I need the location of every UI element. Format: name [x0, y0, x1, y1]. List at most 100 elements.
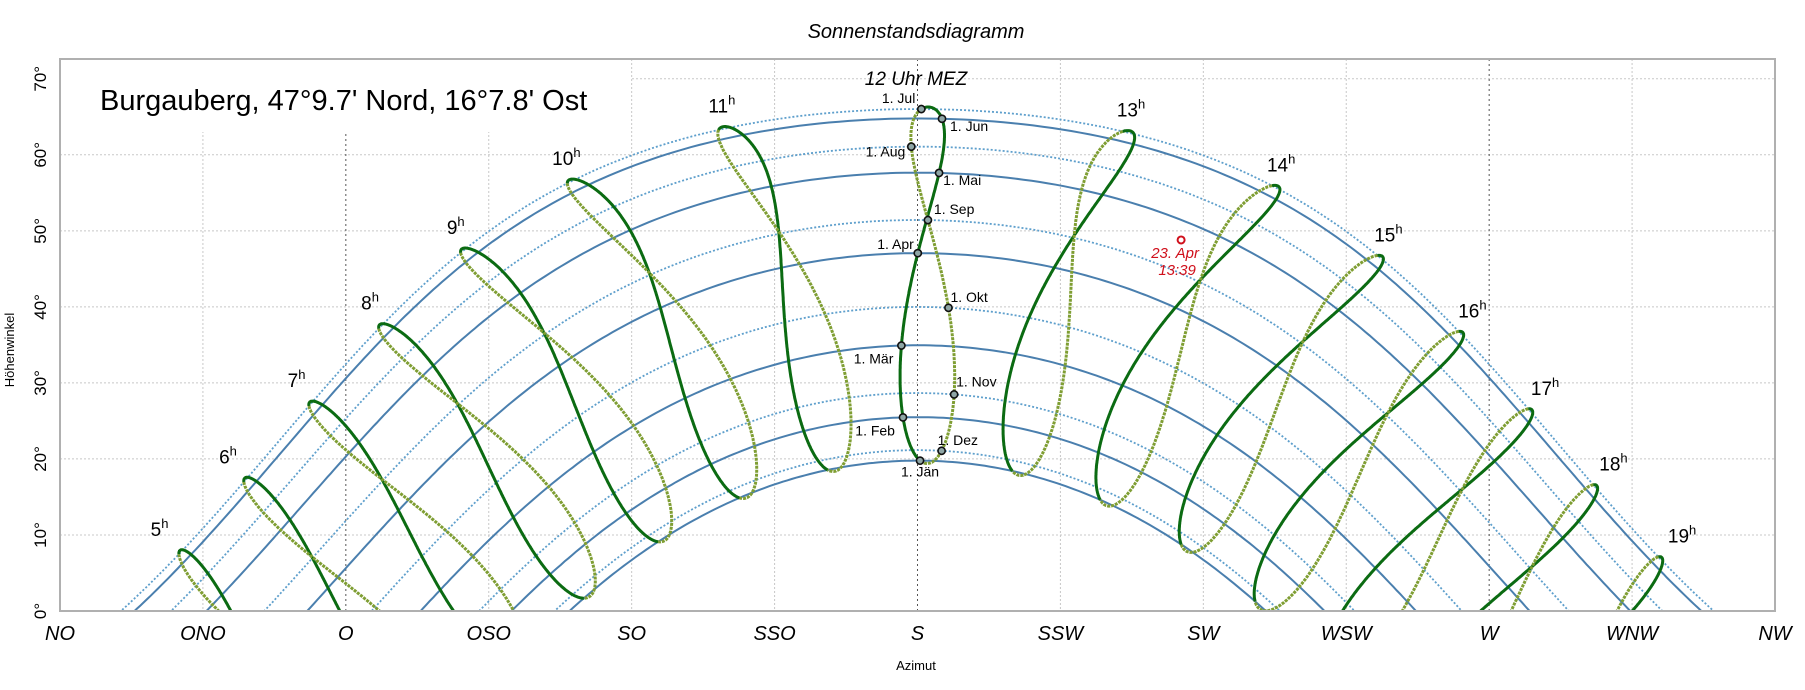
- hour-label: 10h: [552, 145, 580, 170]
- analemma-13h: [1001, 129, 1137, 472]
- noon-label: 12 Uhr MEZ: [865, 69, 969, 90]
- month-point: [897, 341, 906, 350]
- hour-suffix: h: [1552, 375, 1559, 390]
- x-tick-label: WNW: [1606, 623, 1660, 645]
- hour-suffix: h: [1620, 451, 1627, 466]
- plot-frame: [59, 58, 1776, 612]
- month-point-label: 1. Dez: [938, 432, 978, 448]
- hour-label: 11h: [708, 93, 735, 118]
- current-sun-position-marker: [1176, 235, 1186, 245]
- location-label-background: [61, 60, 631, 132]
- y-tick-label: 70°: [31, 66, 50, 92]
- hour-suffix: h: [298, 367, 305, 382]
- month-point: [934, 168, 944, 178]
- hour-suffix: h: [728, 93, 735, 108]
- curves: [119, 105, 1715, 611]
- y-tick-label: 10°: [31, 522, 50, 548]
- x-tick-label: W: [1480, 623, 1501, 645]
- analemma-10h: [565, 183, 759, 500]
- date-line: [133, 117, 1703, 611]
- date-line: [169, 145, 1664, 611]
- month-point-label: 1. Mär: [854, 351, 894, 367]
- analemma-7h: [307, 399, 456, 611]
- axes: 0° 10° 20° 30° 40° 50° 60° 70° NO ONO O OSO SO SSO S SS…: [31, 66, 1794, 645]
- hour-label: 7h: [288, 367, 306, 392]
- analemma-14h: [1094, 183, 1282, 501]
- analemma-14h: [1098, 184, 1273, 508]
- hour-label: 17h: [1531, 375, 1559, 400]
- analemma-8h: [377, 328, 597, 600]
- hour-label: 9h: [447, 214, 465, 239]
- date-line: [477, 392, 1356, 611]
- x-tick-label: SSW: [1038, 623, 1086, 645]
- analemma-5h: [177, 554, 221, 611]
- x-tick-label: SW: [1187, 623, 1221, 645]
- y-tick-label: 20°: [31, 446, 50, 472]
- hour-suffix: h: [1479, 297, 1486, 312]
- hour-suffix: h: [230, 443, 237, 458]
- date-line: [510, 416, 1326, 611]
- x-tick-label: S: [911, 623, 925, 645]
- month-points: 1. Jän 1. Feb 1. Mär 1. Apr 1. Mai 1. Jun 1. J…: [854, 90, 997, 480]
- analemma-6h: [242, 482, 382, 611]
- month-point: [923, 215, 933, 225]
- y-tick-label: 50°: [31, 218, 50, 244]
- grid: [60, 59, 1775, 611]
- date-line: [205, 171, 1632, 611]
- month-point-label: 1. Nov: [956, 373, 996, 389]
- x-tick-label: ONO: [180, 623, 226, 645]
- analemma-13h: [1011, 130, 1124, 477]
- chart-title: Sonnenstandsdiagramm: [808, 21, 1025, 43]
- analemma-17h: [1340, 407, 1535, 611]
- hour-suffix: h: [1395, 221, 1402, 236]
- x-tick-label: NO: [45, 623, 75, 645]
- hour-suffix: h: [161, 516, 168, 531]
- hour-suffix: h: [1288, 151, 1295, 166]
- date-line: [263, 219, 1571, 611]
- month-point-label: 1. Feb: [855, 422, 895, 438]
- analemma-12h: [898, 105, 946, 462]
- analemma-11h: [717, 125, 829, 472]
- y-axis-label: Höhenwinkel: [2, 313, 17, 388]
- analemma-19h: [1615, 555, 1659, 611]
- month-point-label: 1. Okt: [950, 289, 987, 305]
- date-line: [553, 449, 1282, 611]
- month-point: [949, 390, 959, 399]
- x-tick-label: WSW: [1321, 623, 1374, 645]
- y-tick-label: 40°: [31, 294, 50, 320]
- marker-time-label: 13:39: [1158, 262, 1196, 279]
- x-axis-label: Azimut: [896, 658, 936, 673]
- month-point-label: 1. Apr: [877, 236, 914, 252]
- hour-label: 13h: [1117, 97, 1145, 122]
- analemma-18h: [1478, 483, 1600, 611]
- month-point-label: 1. Jul: [882, 90, 915, 106]
- month-point: [906, 142, 916, 152]
- month-point-label: 1. Jun: [950, 118, 988, 134]
- month-point: [937, 446, 947, 456]
- location-label: Burgauberg, 47°9.7' Nord, 16°7.8' Ost: [100, 85, 587, 117]
- hour-suffix: h: [457, 214, 464, 229]
- month-point: [913, 248, 923, 258]
- month-point-label: 1. Aug: [866, 144, 906, 160]
- analemma-10h: [565, 177, 740, 500]
- analemma-18h: [1509, 483, 1594, 611]
- date-line: [370, 305, 1463, 611]
- hour-label: 6h: [219, 443, 237, 468]
- x-tick-label: OSO: [467, 623, 511, 645]
- analemma-8h: [377, 322, 584, 600]
- analemma-15h: [1177, 253, 1385, 546]
- analemma-15h: [1179, 253, 1378, 554]
- month-point-label: 1. Jän: [901, 464, 939, 480]
- x-tick-label: NW: [1758, 623, 1793, 645]
- analemma-17h: [1400, 407, 1529, 611]
- y-tick-label: 0°: [31, 603, 50, 619]
- hour-label: 14h: [1267, 151, 1295, 176]
- analemma-7h: [307, 405, 516, 611]
- month-point: [915, 456, 925, 466]
- hour-suffix: h: [573, 145, 580, 160]
- hour-label: 5h: [151, 516, 169, 541]
- x-tick-label: SSO: [753, 623, 795, 645]
- month-point: [916, 104, 926, 114]
